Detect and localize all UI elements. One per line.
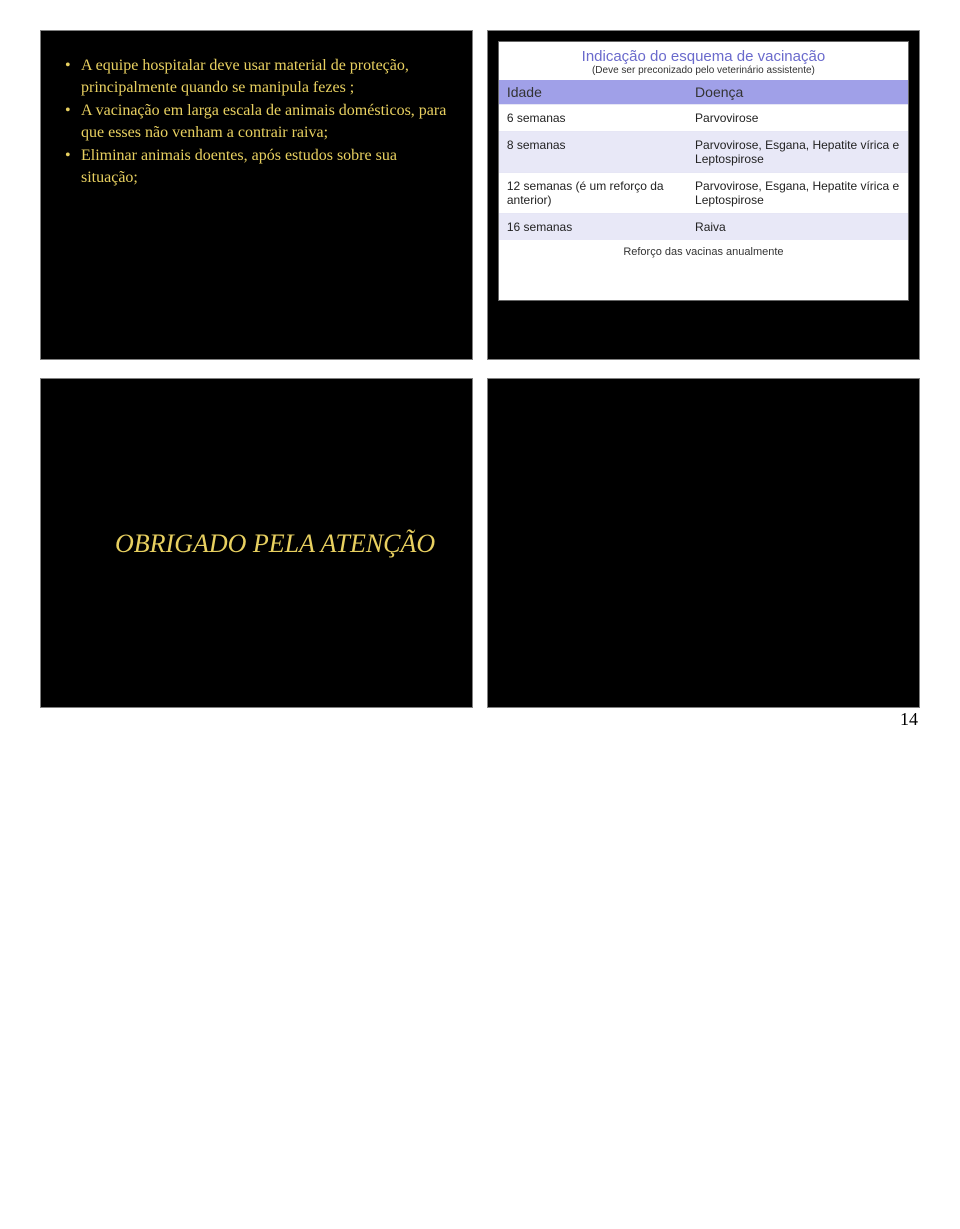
slide-row-1: A equipe hospitalar deve usar material d… <box>40 30 920 360</box>
slide-bullets-inner: A equipe hospitalar deve usar material d… <box>41 31 472 211</box>
cell-idade: 6 semanas <box>499 105 687 132</box>
bullet-item: A vacinação em larga escala de animais d… <box>65 100 452 143</box>
cell-idade: 12 semanas (é um reforço da anterior) <box>499 173 687 214</box>
col-idade: Idade <box>499 80 687 105</box>
table-row: 8 semanas Parvovirose, Esgana, Hepatite … <box>499 132 908 173</box>
page-number: 14 <box>900 709 918 730</box>
cell-idade: 16 semanas <box>499 214 687 241</box>
thanks-text: OBRIGADO PELA ATENÇÃO <box>41 379 472 559</box>
bullet-item: A equipe hospitalar deve usar material d… <box>65 55 452 98</box>
page-container: A equipe hospitalar deve usar material d… <box>0 0 960 746</box>
table-row: 16 semanas Raiva <box>499 214 908 241</box>
slide-vaccination: Indicação do esquema de vacinação (Deve … <box>487 30 920 360</box>
slide-thanks: OBRIGADO PELA ATENÇÃO <box>40 378 473 708</box>
cell-idade: 8 semanas <box>499 132 687 173</box>
slide-row-2: OBRIGADO PELA ATENÇÃO <box>40 378 920 708</box>
slide-bullets: A equipe hospitalar deve usar material d… <box>40 30 473 360</box>
cell-doenca-raiva: Raiva <box>687 214 908 241</box>
vaccination-subtitle: (Deve ser preconizado pelo veterinário a… <box>499 65 908 76</box>
bullet-list: A equipe hospitalar deve usar material d… <box>65 55 452 189</box>
table-header-row: Idade Doença <box>499 80 908 105</box>
col-doenca: Doença <box>687 80 908 105</box>
vaccination-title: Indicação do esquema de vacinação <box>499 42 908 65</box>
table-row: 12 semanas (é um reforço da anterior) Pa… <box>499 173 908 214</box>
vaccination-table: Idade Doença 6 semanas Parvovirose 8 sem… <box>499 80 908 240</box>
vaccination-box: Indicação do esquema de vacinação (Deve … <box>498 41 909 301</box>
vaccination-footer: Reforço das vacinas anualmente <box>499 240 908 264</box>
cell-doenca: Parvovirose, Esgana, Hepatite vírica e L… <box>687 132 908 173</box>
bullet-item: Eliminar animais doentes, após estudos s… <box>65 145 452 188</box>
cell-doenca: Parvovirose, Esgana, Hepatite vírica e L… <box>687 173 908 214</box>
table-row: 6 semanas Parvovirose <box>499 105 908 132</box>
cell-doenca: Parvovirose <box>687 105 908 132</box>
slide-empty <box>487 378 920 708</box>
